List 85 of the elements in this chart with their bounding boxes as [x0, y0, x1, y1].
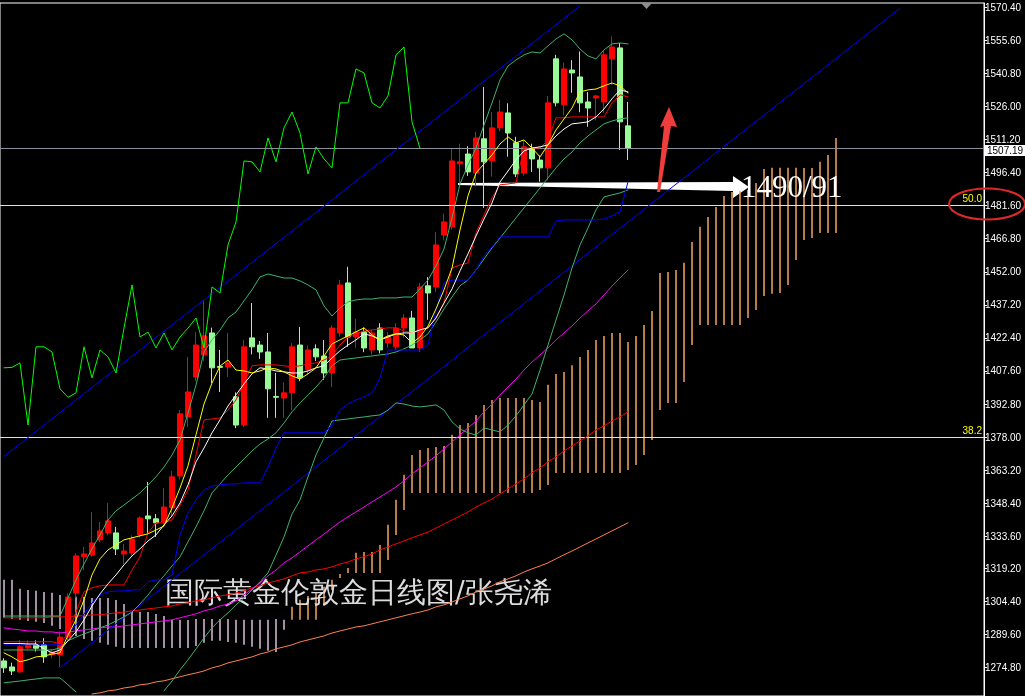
candlestick — [241, 339, 247, 428]
candlestick — [297, 326, 303, 382]
y-tick-label: 1511.20 — [985, 134, 1021, 145]
candlestick — [81, 546, 87, 571]
y-tick-label: 1407.60 — [985, 365, 1022, 377]
ref-line-label: 1507.19 — [987, 144, 1024, 156]
y-tick-label: 1348.40 — [985, 497, 1022, 509]
candlestick — [129, 534, 135, 556]
candlestick — [601, 49, 607, 114]
candlestick — [105, 502, 111, 536]
line-series — [3, 46, 421, 426]
candlestick — [577, 50, 583, 113]
candlestick — [121, 543, 127, 565]
candlestick — [1, 657, 7, 674]
candlestick — [305, 344, 311, 376]
candlestick — [401, 313, 407, 339]
y-tick-label: 1496.40 — [985, 167, 1022, 179]
candlestick — [425, 276, 431, 321]
candlestick — [625, 101, 631, 161]
candlestick — [553, 54, 559, 107]
candlestick — [209, 327, 215, 384]
candlestick — [489, 111, 495, 178]
candlestick — [417, 282, 423, 353]
candlestick — [353, 318, 359, 349]
y-tick-label: 1540.80 — [985, 67, 1022, 79]
candlestick — [497, 99, 503, 132]
candlestick — [193, 331, 199, 382]
candlestick — [217, 349, 223, 393]
candlestick — [585, 91, 591, 128]
candlestick — [225, 332, 231, 378]
y-tick-label: 1319.20 — [985, 562, 1022, 574]
candlestick — [289, 342, 295, 411]
candlestick — [265, 332, 271, 419]
line-series — [3, 269, 629, 634]
candlestick — [233, 391, 239, 429]
candlestick — [433, 231, 439, 293]
candlestick — [113, 526, 119, 556]
line-series — [59, 7, 901, 669]
candlestick — [137, 515, 143, 539]
candlestick — [273, 372, 279, 419]
candlestick — [457, 143, 463, 185]
candlestick — [561, 61, 567, 116]
candlestick — [593, 94, 599, 122]
y-tick-label: 1466.80 — [985, 233, 1022, 245]
candlestick — [313, 343, 319, 362]
candlestick — [537, 155, 543, 183]
candlestick — [145, 481, 151, 534]
candlestick — [9, 662, 15, 676]
y-tick-label: 1555.60 — [985, 34, 1022, 46]
y-tick-label: 1333.60 — [985, 530, 1022, 542]
y-tick-label: 1570.40 — [985, 1, 1022, 13]
y-tick-label: 1437.20 — [985, 299, 1022, 311]
candlestick — [529, 143, 535, 173]
candlestick — [153, 513, 159, 538]
candlestick — [617, 42, 623, 151]
y-tick-label: 1422.40 — [985, 332, 1022, 344]
line-series — [3, 5, 581, 457]
y-tick-label: 1378.00 — [985, 431, 1022, 443]
annotation: 50.0 — [962, 193, 983, 205]
y-tick-label: 1392.80 — [985, 398, 1022, 410]
candlestick — [481, 86, 487, 209]
candlestick — [337, 279, 343, 338]
y-tick-label: 1363.20 — [985, 464, 1022, 476]
candlestick — [361, 327, 367, 353]
candlestick — [441, 213, 447, 241]
candlestick — [609, 36, 615, 86]
candlestick — [505, 102, 511, 158]
candlestick — [281, 381, 287, 419]
candlestick — [449, 147, 455, 231]
candlestick — [169, 470, 175, 518]
candlestick — [385, 331, 391, 349]
y-tick-label: 1289.60 — [985, 629, 1022, 641]
annotation: 38.2 — [962, 424, 983, 436]
candlestick — [569, 59, 575, 94]
y-tick-label: 1481.60 — [985, 200, 1022, 212]
candlestick — [249, 302, 255, 355]
y-tick-label: 1274.80 — [985, 662, 1022, 674]
y-tick-label: 1452.00 — [985, 266, 1022, 278]
line-series — [91, 522, 629, 695]
y-tick-label: 1304.40 — [985, 596, 1022, 607]
y-tick-label: 1526.00 — [985, 100, 1022, 112]
candlestick — [257, 340, 263, 360]
candlestick — [345, 266, 351, 348]
candlestick — [177, 409, 183, 481]
candlestick — [161, 487, 167, 525]
